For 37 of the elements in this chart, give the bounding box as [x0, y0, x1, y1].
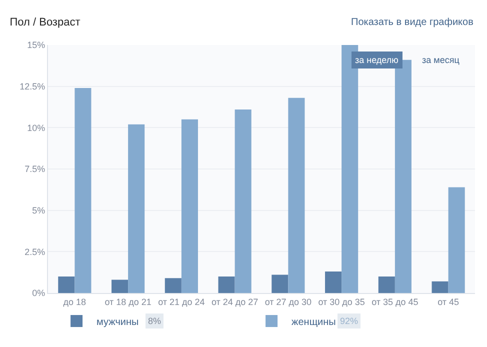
y-tick-label: 7.5% — [24, 164, 46, 174]
y-tick-label: 0% — [32, 288, 46, 298]
bar — [288, 98, 305, 293]
bar — [432, 281, 448, 293]
y-tick-label: 10% — [27, 122, 46, 133]
bar — [218, 276, 235, 293]
annotation: за неделю — [355, 55, 399, 65]
legend-label: женщины — [292, 316, 336, 328]
bar — [58, 276, 75, 293]
x-tick-label: от 24 до 27 — [211, 296, 258, 307]
text: 92% — [340, 316, 358, 326]
x-tick-label: от 27 до 30 — [264, 296, 312, 307]
bar — [448, 187, 465, 293]
bar — [378, 276, 395, 293]
x-tick-label: от 30 до 35 — [318, 296, 365, 307]
y-tick-label: 5% — [32, 205, 46, 216]
annotation: за месяц — [422, 55, 460, 65]
x-tick-label: от 21 до 24 — [158, 296, 205, 307]
text: 8% — [148, 316, 162, 326]
bar — [164, 278, 182, 293]
bar — [325, 272, 342, 293]
bar — [272, 274, 288, 293]
x-tick-label: от 45 — [438, 296, 460, 307]
legend-label: мужчины — [96, 316, 139, 328]
bar — [74, 88, 92, 293]
x-tick-label: до 18 — [63, 296, 86, 307]
bar — [112, 280, 128, 293]
bar — [234, 109, 252, 293]
x-tick-label: от 35 до 45 — [372, 296, 418, 307]
text: Показать в виде графиков — [351, 17, 474, 28]
chart-title: Пол / Возраст — [10, 16, 80, 29]
x-tick-label: от 18 до 21 — [104, 296, 152, 307]
bar — [128, 124, 145, 293]
bar — [181, 119, 198, 293]
y-tick-label: 2.5% — [24, 246, 46, 257]
y-tick-label: 12.5% — [20, 81, 46, 92]
y-tick-label: 15% — [27, 40, 46, 50]
